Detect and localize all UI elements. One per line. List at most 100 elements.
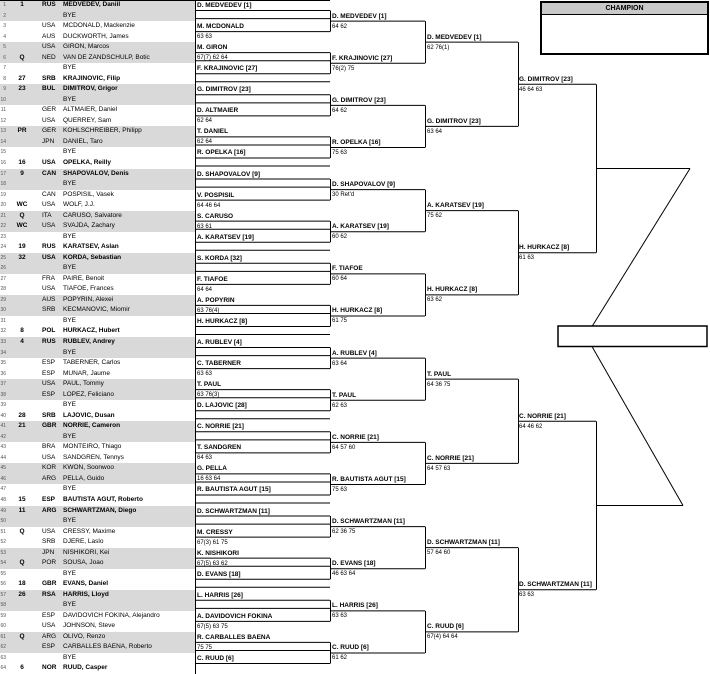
country-code: USA	[42, 380, 56, 388]
row-number: 10	[0, 96, 6, 103]
player-name: BYE	[63, 316, 77, 324]
row-number: 2	[3, 12, 6, 19]
draw-entry-row: 53 JPN NISHIKORI, Kei	[0, 547, 195, 559]
round4-match-score: 62 76(1)	[427, 44, 450, 51]
country-code: POL	[42, 327, 56, 335]
country-code: JPN	[42, 137, 55, 145]
draw-entry-row: 37 USA PAUL, Tommy	[0, 379, 195, 390]
draw-entry-row: 52 SRB DJERE, Laslo	[0, 537, 195, 548]
round2-winner-name: F. KRAJINOVIC [27]	[197, 65, 258, 73]
round3-winner-name: F. KRAJINOVIC [27]	[332, 54, 393, 62]
row-number: 48	[0, 496, 6, 503]
draw-entry-row: 6 Q NED VAN DE ZANDSCHULP, Botic	[0, 52, 195, 64]
seed-label: 8	[20, 327, 24, 335]
round2-winner-name: G. PELLA	[197, 465, 227, 473]
draw-entry-row: 49 11 ARG SCHWARTZMAN, Diego	[0, 505, 195, 517]
draw-entry-row: 56 18 GBR EVANS, Daniel	[0, 579, 195, 590]
player-name: EVANS, Daniel	[63, 580, 109, 588]
draw-entry-row: 62 ESP CARBALLES BAENA, Roberto	[0, 642, 195, 653]
seed-label: WC	[16, 201, 28, 209]
country-code: USA	[42, 116, 56, 124]
draw-entry-row: 38 ESP LOPEZ, Feliciano	[0, 389, 195, 401]
country-code: GER	[42, 106, 57, 114]
draw-entry-row: 40 28 SRB LAJOVIC, Dusan	[0, 411, 195, 422]
draw-entry-row: 21 Q ITA CARUSO, Salvatore	[0, 210, 195, 222]
round3-winner-name: A. RUBLEV [4]	[332, 349, 377, 357]
row-number: 1	[3, 2, 6, 8]
round2-match-score: 62 64	[197, 118, 213, 125]
country-code: BRA	[42, 443, 56, 451]
player-name: ALTMAIER, Daniel	[63, 106, 118, 114]
row-number: 51	[0, 528, 6, 535]
row-number: 32	[0, 328, 6, 335]
row-number: 46	[0, 475, 6, 482]
draw-entry-row: 59 ESP DAVIDOVICH FOKINA, Alejandro	[0, 611, 195, 622]
round3-match-score: 64 57 60	[332, 444, 356, 451]
draw-entry-row: 7 BYE	[0, 63, 195, 74]
final-box	[557, 325, 708, 348]
draw-entry-row: 50 BYE	[0, 516, 195, 527]
row-number: 25	[0, 254, 6, 261]
seed-label: Q	[19, 211, 25, 219]
draw-entry-row: 8 27 SRB KRAJINOVIC, Filip	[0, 74, 195, 85]
round4-match-score: 64 57 63	[427, 465, 451, 472]
round2-match-score: 63 63	[197, 34, 213, 41]
row-number: 53	[0, 549, 6, 556]
row-number: 60	[0, 623, 6, 630]
round4-match-score: 63 64	[427, 128, 443, 135]
row-number: 8	[3, 75, 6, 82]
row-number: 41	[0, 423, 6, 430]
player-name: KECMANOVIC, Miomir	[63, 306, 130, 314]
player-name: RUUD, Casper	[63, 664, 108, 672]
round2-match-score: 16 63 64	[197, 476, 221, 483]
country-code: RUS	[42, 338, 56, 345]
draw-entry-row: 44 USA SANDGREN, Tennys	[0, 453, 195, 464]
round2-winner-name: V. POSPISIL	[197, 191, 235, 199]
country-code: AUS	[42, 295, 56, 303]
player-name: SCHWARTZMAN, Diego	[63, 506, 137, 514]
player-name: SVAJDA, Zachary	[63, 222, 115, 230]
seed-label: 23	[18, 85, 26, 93]
round2-winner-name: A. RUBLEV [4]	[197, 339, 242, 347]
country-code: ARG	[42, 506, 57, 514]
row-number: 54	[0, 560, 6, 567]
draw-entry-row: 46 ARG PELLA, Guido	[0, 473, 195, 485]
player-name: BYE	[63, 64, 77, 72]
seed-label: Q	[19, 559, 25, 567]
round2-winner-name: G. DIMITROV [23]	[197, 86, 251, 94]
draw-entry-row: 26 BYE	[0, 263, 195, 274]
round3-match-score: 62 36 75	[332, 529, 356, 536]
player-name: POSPISIL, Vasek	[63, 190, 114, 198]
draw-entry-row: 4 AUS DUCKWORTH, James	[0, 32, 195, 43]
player-name: SHAPOVALOV, Denis	[63, 169, 129, 177]
row-number: 64	[0, 665, 6, 672]
country-code: GER	[42, 127, 57, 135]
round2-winner-name: A. POPYRIN	[197, 296, 235, 304]
round3-match-score: 62 63	[332, 402, 348, 409]
country-code: USA	[42, 527, 56, 535]
round4-winner-name: H. HURKACZ [8]	[427, 286, 478, 294]
player-name: BYE	[63, 180, 77, 188]
round4-winner-name: G. DIMITROV [23]	[427, 117, 481, 125]
seed-label: 1	[20, 1, 24, 8]
round2-winner-name: M. MCDONALD	[197, 23, 244, 31]
player-name: KARATSEV, Aslan	[63, 243, 119, 251]
country-code: USA	[42, 201, 56, 209]
player-name: PAUL, Tommy	[63, 380, 104, 388]
country-code: ESP	[42, 495, 56, 503]
country-code: USA	[42, 158, 56, 166]
draw-entry-row: 43 BRA MONTEIRO, Thiago	[0, 442, 195, 453]
round2-winner-name: M. GIRON	[197, 44, 228, 52]
seed-label: 11	[18, 506, 26, 514]
round2-winner-name: R. CARBALLES BAENA	[197, 633, 271, 641]
player-name: RUBLEV, Andrey	[63, 338, 115, 345]
round4-match-score: 57 64 60	[427, 550, 451, 557]
row-number: 50	[0, 518, 6, 525]
round3-match-score: 64 62	[332, 23, 348, 30]
player-name: BYE	[63, 401, 77, 409]
round3-match-score: 75 63	[332, 149, 348, 156]
player-name: MEDVEDEV, Daniil	[63, 1, 121, 8]
draw-entry-row: 11 GER ALTMAIER, Daniel	[0, 105, 195, 116]
round2-winner-name: C. RUUD [6]	[197, 654, 234, 662]
draw-entry-row: 33 4 RUS RUBLEV, Andrey	[0, 337, 195, 348]
